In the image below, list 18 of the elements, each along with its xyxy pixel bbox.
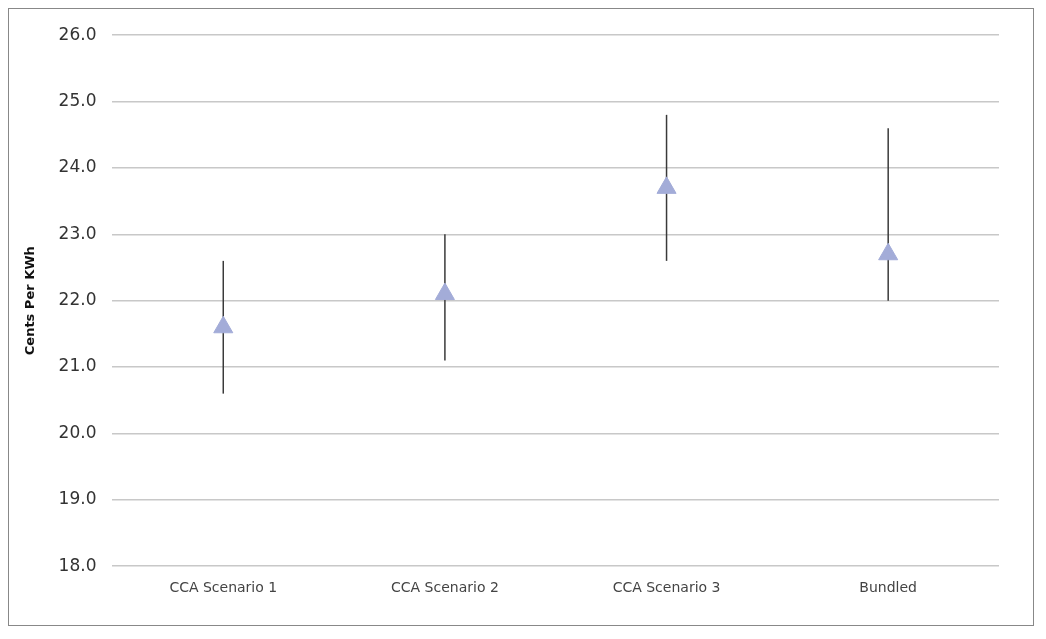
y-tick-label: 18.0: [58, 554, 97, 575]
x-tick-label: CCA Scenario 3: [612, 579, 721, 596]
y-tick-label: 23.0: [58, 222, 97, 243]
y-tick-label: 24.0: [58, 156, 97, 177]
point: [434, 282, 455, 301]
y-tick-label: 25.0: [58, 90, 97, 110]
x-tick-label: CCA Scenario 2: [391, 579, 499, 596]
y-axis-title: Cents Per KWh: [22, 246, 38, 356]
point: [656, 176, 677, 194]
point: [878, 242, 899, 261]
y-tick-label: 19.0: [58, 488, 97, 509]
y-tick-label: 21.0: [58, 355, 97, 376]
y-tick-label: 22.0: [58, 289, 97, 310]
x-tick-label: CCA Scenario 1: [169, 579, 278, 596]
y-tick-label: 26.0: [58, 23, 97, 44]
x-tick-label: Bundled: [859, 579, 917, 596]
y-tick-label: 20.0: [58, 421, 97, 442]
point: [213, 315, 234, 334]
